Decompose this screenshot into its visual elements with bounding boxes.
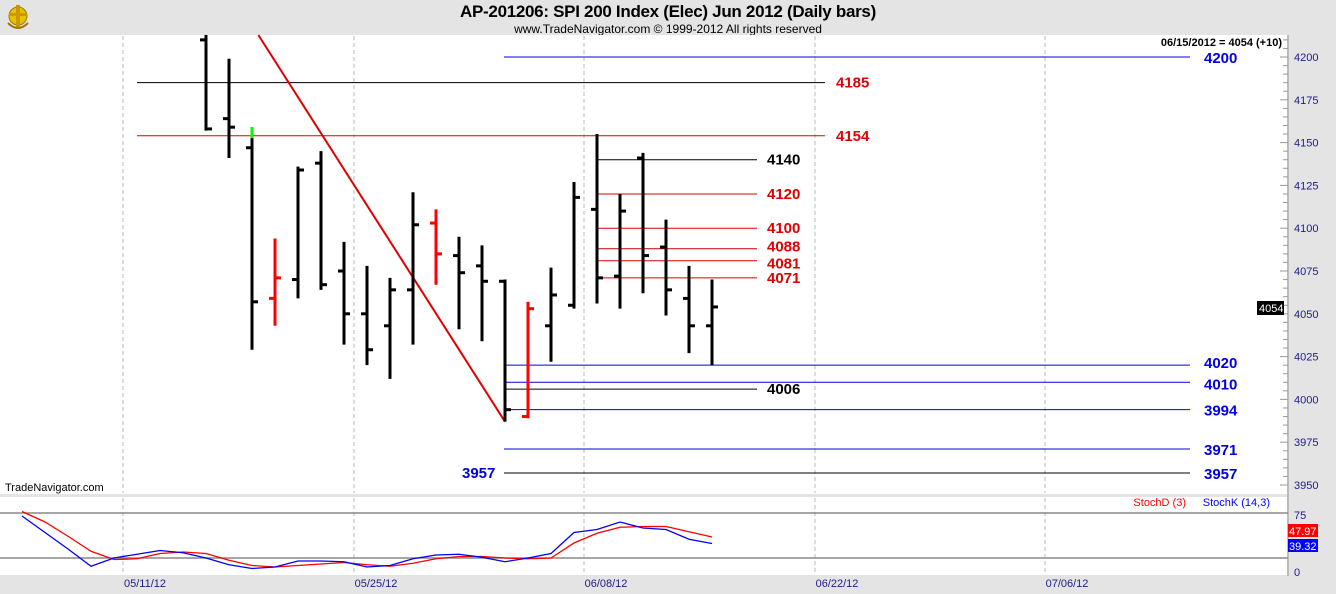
- ohlc-bar: [315, 151, 327, 290]
- ohlc-bar: [453, 236, 465, 330]
- ohlc-bar: [706, 279, 718, 366]
- date-axis-label: 06/22/12: [816, 578, 859, 590]
- level-label-4100: 4100: [767, 220, 800, 237]
- ohlc-bar: [568, 181, 580, 309]
- ohlc-bar: [384, 277, 396, 379]
- watermark-text: TradeNavigator.com: [5, 482, 104, 494]
- level-label-4081: 4081: [767, 256, 800, 273]
- price-axis-label: 4125: [1294, 180, 1318, 192]
- ohlc-bar: [246, 127, 258, 350]
- logo: [7, 5, 29, 29]
- ohlc-bar: [430, 209, 442, 285]
- stoch-axis-label: 75: [1294, 510, 1306, 522]
- ohlc-bar: [499, 279, 511, 422]
- stoch-series-stochk: [21, 515, 713, 570]
- level-label-4140: 4140: [767, 152, 800, 169]
- level-label-4071: 4071: [767, 270, 800, 287]
- ohlc-bar: [545, 267, 557, 362]
- level-label-4200: 4200: [1204, 50, 1237, 67]
- level-label-3957: 3957: [1204, 466, 1237, 483]
- level-label-4154: 4154: [836, 128, 870, 145]
- price-axis-label: 4150: [1294, 138, 1318, 150]
- level-label-3957-left: 3957: [462, 465, 495, 482]
- chart-title: AP-201206: SPI 200 Index (Elec) Jun 2012…: [460, 2, 876, 21]
- price-axis-label: 4025: [1294, 352, 1318, 364]
- copyright-text: www.TradeNavigator.com © 1999-2012 All r…: [514, 22, 822, 36]
- ohlc-bar: [200, 35, 212, 131]
- last-price-label: 4054: [1259, 303, 1283, 315]
- price-axis-label: 4175: [1294, 95, 1318, 107]
- date-axis-label: 05/25/12: [355, 578, 398, 590]
- price-readout: 06/15/2012 = 4054 (+10): [1161, 37, 1282, 49]
- price-axis-label: 4200: [1294, 52, 1318, 64]
- level-label-4020: 4020: [1204, 355, 1237, 372]
- price-axis-label: 4100: [1294, 223, 1318, 235]
- level-label-4185: 4185: [836, 75, 869, 92]
- ohlc-bar: [476, 245, 488, 342]
- level-label-4088: 4088: [767, 239, 800, 256]
- ohlc-bar: [660, 219, 672, 316]
- last-price-marker: 4054: [1257, 301, 1284, 315]
- ohlc-bar: [292, 166, 304, 299]
- price-axis-label: 3950: [1294, 480, 1318, 492]
- level-label-3994: 3994: [1204, 403, 1238, 420]
- stoch-value-markers: 47.97 39.32: [1288, 524, 1318, 553]
- ohlc-bar: [269, 238, 281, 326]
- date-axis-label: 06/08/12: [585, 578, 628, 590]
- legend-stochk: StochK (14,3): [1203, 497, 1270, 509]
- stoch-axis-label: 0: [1294, 567, 1300, 579]
- price-axis-label: 4000: [1294, 394, 1318, 406]
- ohlc-bar: [637, 152, 649, 294]
- level-label-4120: 4120: [767, 186, 800, 203]
- level-label-3971: 3971: [1204, 442, 1237, 459]
- price-axis-label: 4075: [1294, 266, 1318, 278]
- date-axis-label: 05/11/12: [124, 578, 166, 590]
- stoch-series-stochd: [21, 510, 713, 568]
- level-label-4006: 4006: [767, 381, 800, 398]
- stochd-last-label: 47.97: [1289, 526, 1317, 538]
- ohlc-bar: [407, 192, 419, 345]
- stochk-last-label: 39.32: [1289, 541, 1317, 553]
- stoch-panel[interactable]: [0, 497, 1288, 575]
- ohlc-bar: [522, 301, 534, 419]
- ohlc-bar: [338, 241, 350, 345]
- trendline: [257, 34, 506, 423]
- ohlc-bar: [614, 193, 626, 309]
- price-axis-label: 3975: [1294, 437, 1318, 449]
- legend-stochd: StochD (3): [1133, 497, 1186, 509]
- ohlc-bar: [361, 265, 373, 366]
- date-axis-label: 07/06/12: [1046, 578, 1089, 590]
- ohlc-bar: [683, 265, 695, 354]
- ohlc-bar: [223, 58, 235, 159]
- ohlc-bar: [591, 134, 603, 304]
- level-label-4010: 4010: [1204, 376, 1237, 393]
- price-axis-label: 4050: [1294, 309, 1318, 321]
